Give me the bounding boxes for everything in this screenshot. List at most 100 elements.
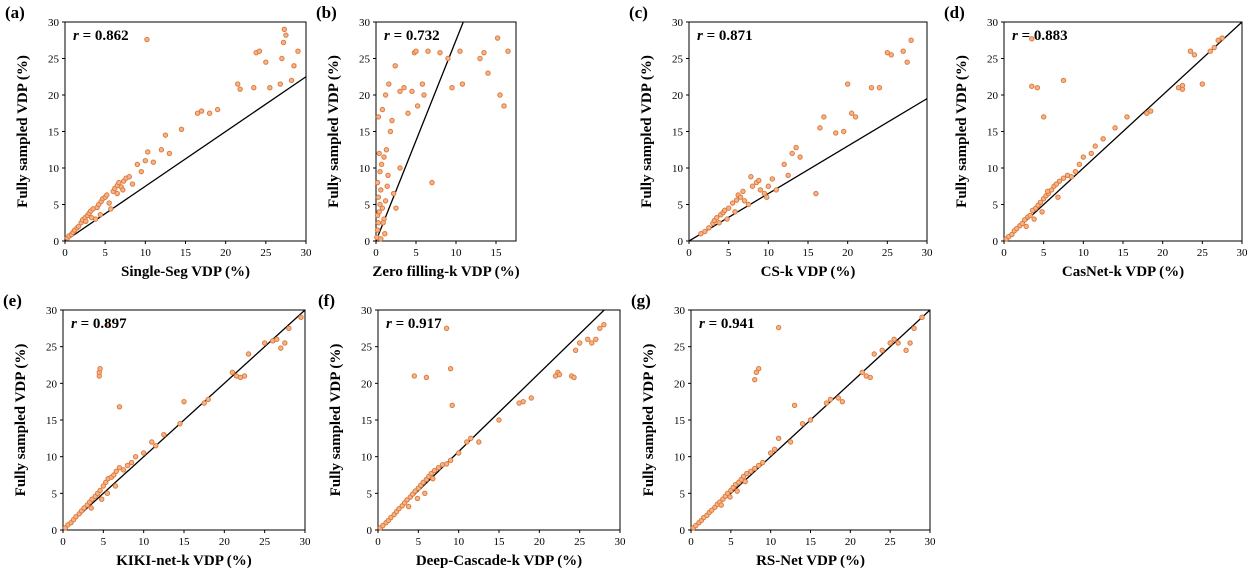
- x-tick-label: 10: [1078, 247, 1090, 259]
- data-point: [237, 86, 243, 92]
- data-point: [83, 218, 89, 224]
- y-tick-label: 15: [987, 127, 999, 139]
- y-tick-label: 25: [361, 342, 373, 354]
- data-point: [378, 161, 385, 168]
- data-point: [505, 48, 511, 54]
- data-point: [205, 396, 211, 403]
- data-point: [382, 198, 389, 204]
- data-point: [733, 197, 740, 203]
- data-point: [374, 179, 381, 186]
- x-tick-label: 30: [925, 536, 937, 548]
- data-point: [286, 325, 292, 332]
- data-point: [718, 502, 724, 508]
- data-point: [497, 92, 503, 98]
- data-point: [75, 223, 82, 230]
- data-point: [1060, 175, 1067, 181]
- data-point: [771, 446, 778, 453]
- data-point: [765, 183, 772, 189]
- data-point: [256, 48, 263, 54]
- data-point: [380, 220, 386, 226]
- data-point: [447, 457, 454, 464]
- data-point: [835, 395, 842, 401]
- data-point: [280, 39, 287, 46]
- data-point: [166, 150, 173, 157]
- fit-line: [65, 76, 306, 241]
- data-point: [405, 110, 411, 116]
- data-point: [895, 340, 901, 346]
- data-point: [1031, 216, 1037, 222]
- data-point: [445, 55, 451, 62]
- data-point: [103, 479, 109, 486]
- data-point: [556, 371, 563, 378]
- data-point: [99, 496, 105, 502]
- data-point: [464, 439, 470, 445]
- y-tick-label: 0: [365, 236, 371, 248]
- data-point: [919, 314, 925, 321]
- data-point: [181, 398, 187, 405]
- data-point: [267, 85, 273, 91]
- y-axis-label: Fully sampled VDP (%): [641, 344, 657, 497]
- data-point: [520, 398, 526, 405]
- data-point: [821, 114, 827, 120]
- y-tick-label: 10: [46, 452, 58, 464]
- x-tick-label: 10: [763, 247, 775, 259]
- r-symbol: r: [699, 316, 705, 332]
- data-point: [401, 85, 407, 91]
- x-axis-label: Single-Seg VDP (%): [121, 264, 250, 280]
- data-point: [1044, 188, 1051, 195]
- y-tick-label: 30: [46, 305, 58, 317]
- data-point: [97, 212, 104, 218]
- r-symbol: r: [71, 316, 77, 332]
- y-tick-label: 10: [48, 163, 60, 175]
- x-tick-label: 25: [260, 247, 272, 259]
- data-point: [757, 187, 764, 193]
- x-tick-label: 0: [62, 247, 68, 259]
- data-point: [760, 459, 766, 466]
- data-point: [1009, 231, 1015, 238]
- data-point: [198, 108, 205, 114]
- data-point: [1207, 48, 1213, 54]
- data-point: [278, 345, 284, 351]
- y-tick-label: 0: [678, 236, 684, 248]
- data-point: [134, 161, 141, 168]
- data-point: [120, 467, 127, 473]
- data-point: [1144, 110, 1150, 116]
- data-point: [907, 340, 913, 346]
- data-point: [288, 77, 295, 84]
- r-symbol: r: [697, 28, 703, 44]
- data-point: [716, 220, 722, 226]
- data-point: [206, 110, 213, 116]
- data-point: [1124, 114, 1130, 120]
- data-point: [124, 462, 131, 469]
- y-tick-label: 20: [359, 90, 371, 102]
- data-point: [422, 490, 428, 497]
- data-point: [281, 26, 288, 32]
- panel-3: 0 5 10 15 20 25 30 0 5 10 15 20 25 30 (c) r = 0.871 CS-k…: [629, 3, 933, 280]
- r-value: = 0.871: [703, 28, 753, 44]
- y-tick-label: 25: [672, 54, 684, 66]
- data-point: [1023, 223, 1029, 230]
- data-point: [748, 468, 754, 475]
- data-point: [397, 88, 403, 95]
- y-tick-label: 0: [54, 236, 60, 248]
- data-point: [1112, 125, 1118, 131]
- y-tick-label: 15: [674, 415, 686, 427]
- data-point: [494, 35, 501, 41]
- panel-letter: (b): [316, 3, 337, 22]
- data-point: [468, 435, 474, 442]
- r-value: = 0.883: [1018, 28, 1068, 44]
- data-point: [381, 154, 387, 160]
- x-tick-label: 30: [300, 536, 312, 548]
- data-point: [781, 161, 787, 168]
- data-point: [114, 190, 120, 197]
- r-symbol: r: [1012, 28, 1018, 44]
- x-tick-label: 30: [615, 536, 627, 548]
- data-point: [744, 470, 750, 477]
- x-tick-label: 25: [885, 536, 897, 548]
- data-point: [412, 488, 418, 494]
- data-point: [756, 365, 762, 372]
- x-tick-label: 5: [102, 247, 108, 259]
- data-point: [740, 473, 747, 480]
- x-tick-label: 10: [138, 536, 150, 548]
- data-point: [150, 159, 157, 165]
